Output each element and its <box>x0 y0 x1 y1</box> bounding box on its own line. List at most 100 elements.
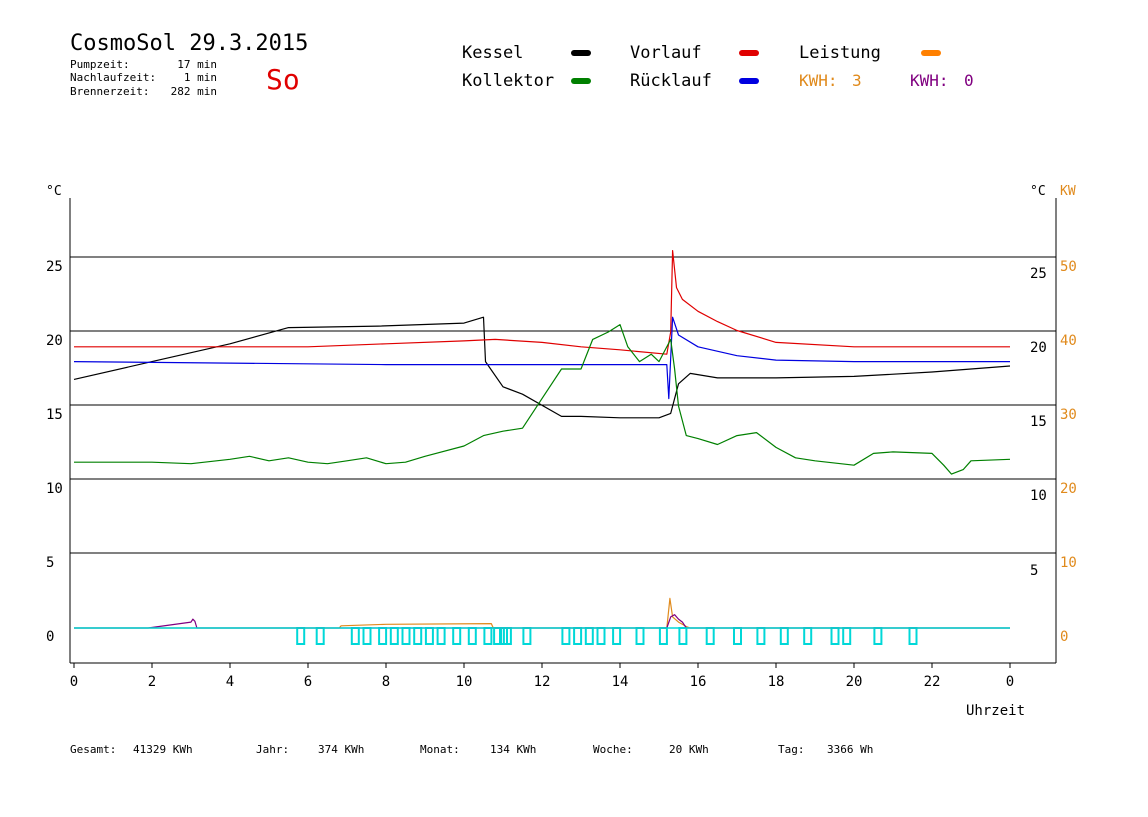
pump-on-marker <box>362 627 372 645</box>
pump-on-marker <box>733 627 742 645</box>
pump-on-marker <box>424 627 434 645</box>
pump-on-marker <box>401 627 411 645</box>
stat-label-nachlaufzeit: Nachlaufzeit: <box>70 71 156 84</box>
right-axis-unit-celsius: °C <box>1030 184 1046 199</box>
x-tick-label: 18 <box>768 674 785 690</box>
footer-jahr-label: Jahr: <box>256 743 289 756</box>
x-axis-label: Uhrzeit <box>966 703 1025 719</box>
footer-woche-label: Woche: <box>593 743 633 756</box>
left-y-tick-label: 25 <box>46 259 63 275</box>
series-line-leistung <box>74 597 1010 629</box>
pump-markers-layer <box>296 627 918 645</box>
x-tick-label: 20 <box>846 674 863 690</box>
pump-on-marker <box>908 627 918 645</box>
pump-on-marker <box>658 627 668 645</box>
left-y-tick-label: 0 <box>46 629 54 645</box>
x-tick-label: 22 <box>924 674 941 690</box>
pump-on-marker <box>315 627 325 645</box>
stat-value-pumpzeit: 17 min <box>177 58 217 71</box>
pump-on-marker <box>350 627 360 645</box>
x-tick-label: 10 <box>456 674 473 690</box>
right-kw-tick-label: 50 <box>1060 259 1077 275</box>
left-axis-unit: °C <box>46 184 62 199</box>
pump-on-marker <box>842 627 852 645</box>
left-y-tick-label: 15 <box>46 407 63 423</box>
pump-on-marker <box>467 627 477 645</box>
pump-on-marker <box>612 627 622 645</box>
x-tick-label: 2 <box>148 674 156 690</box>
pump-on-marker <box>873 627 883 645</box>
kwh-orange-label: KWH: <box>799 71 838 90</box>
kwh-purple-label: KWH: <box>910 71 949 90</box>
footer-monat-label: Monat: <box>420 743 460 756</box>
right-kw-tick-label: 0 <box>1060 629 1068 645</box>
pump-on-marker <box>296 627 306 645</box>
stat-label-pumpzeit: Pumpzeit: <box>70 58 130 71</box>
page-title: CosmoSol 29.3.2015 <box>70 31 308 56</box>
kwh-purple-value: 0 <box>964 71 974 90</box>
pump-on-marker <box>596 627 606 645</box>
legend-label-kessel: Kessel <box>462 43 523 63</box>
pump-on-marker <box>779 627 789 645</box>
right-axis-unit-kw: KW <box>1060 184 1076 199</box>
x-tick-label: 0 <box>70 674 78 690</box>
left-y-tick-label: 10 <box>46 481 63 497</box>
series-line-kollektor <box>74 324 1011 475</box>
x-ticks-layer: 0 2 4 6 8 10 12 14 16 18 20 22 0 <box>70 663 1014 690</box>
pump-on-marker <box>573 627 583 645</box>
right-kw-tick-label: 20 <box>1060 481 1077 497</box>
pump-on-marker <box>436 627 446 645</box>
x-tick-label: 0 <box>1006 674 1014 690</box>
pump-on-marker <box>413 627 423 645</box>
x-tick-label: 8 <box>382 674 390 690</box>
pump-on-marker <box>561 627 571 645</box>
series-line-kessel <box>73 316 1011 419</box>
left-y-tick-label: 20 <box>46 333 63 349</box>
x-tick-label: 14 <box>612 674 629 690</box>
right-kw-tick-label: 30 <box>1060 407 1077 423</box>
x-tick-label: 16 <box>690 674 707 690</box>
pump-on-marker <box>452 627 462 645</box>
right-c-tick-label: 15 <box>1030 414 1047 430</box>
footer-gesamt-value: 41329 KWh <box>133 743 193 756</box>
right-c-tick-label: 20 <box>1030 340 1047 356</box>
footer-gesamt-label: Gesamt: <box>70 743 116 756</box>
pump-on-marker <box>584 627 594 645</box>
right-c-tick-label: 25 <box>1030 266 1047 282</box>
footer-tag-label: Tag: <box>778 743 805 756</box>
legend-label-vorlauf: Vorlauf <box>630 43 702 63</box>
footer-jahr-value: 374 KWh <box>318 743 364 756</box>
left-y-tick-label: 5 <box>46 555 54 571</box>
pump-on-marker <box>635 627 645 645</box>
pump-on-marker <box>756 627 766 645</box>
stat-value-brennerzeit: 282 min <box>171 85 217 98</box>
footer-tag-value: 3366 Wh <box>827 743 873 756</box>
legend-label-kollektor: Kollektor <box>462 71 554 91</box>
legend-label-ruecklauf: Rücklauf <box>630 71 712 91</box>
stat-label-brennerzeit: Brennerzeit: <box>70 85 149 98</box>
x-tick-label: 4 <box>226 674 234 690</box>
x-tick-label: 6 <box>304 674 312 690</box>
series-line-ruecklauf <box>73 316 1010 400</box>
pump-on-marker <box>483 627 493 645</box>
right-kw-tick-label: 40 <box>1060 333 1077 349</box>
series-line-vorlauf <box>74 250 1010 355</box>
pump-on-marker <box>378 627 388 645</box>
weekday-label: So <box>266 63 300 96</box>
pump-on-marker <box>705 627 715 645</box>
pump-on-marker <box>522 627 532 645</box>
kwh-orange-value: 3 <box>852 71 862 90</box>
pump-on-marker <box>830 627 840 645</box>
right-c-tick-label: 10 <box>1030 488 1047 504</box>
pump-on-marker <box>803 627 813 645</box>
series-layer <box>73 250 1011 629</box>
stat-value-nachlaufzeit: 1 min <box>184 71 217 84</box>
pump-on-marker <box>678 627 688 645</box>
legend-label-leistung: Leistung <box>799 43 881 63</box>
footer-woche-value: 20 KWh <box>669 743 709 756</box>
right-kw-tick-label: 10 <box>1060 555 1077 571</box>
right-c-tick-label: 5 <box>1030 563 1038 579</box>
x-tick-label: 12 <box>534 674 551 690</box>
